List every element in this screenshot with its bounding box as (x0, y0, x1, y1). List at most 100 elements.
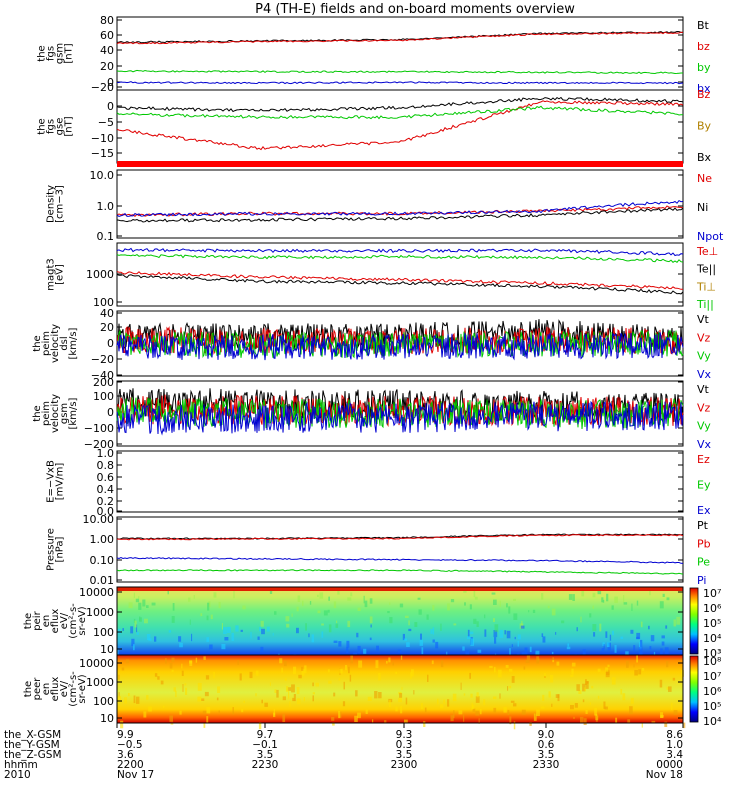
y-tick-label: 10000 (79, 586, 114, 599)
spectrogram-pixel (363, 648, 367, 654)
ephemeris-row-label: the_Y-GSM (4, 739, 60, 751)
spectrogram-pixel (206, 706, 211, 714)
spectrogram-pixel (274, 689, 277, 693)
legend-entry: Ex (697, 504, 711, 517)
spectrogram-pixel (296, 606, 299, 612)
spectrogram-pixel (188, 597, 191, 602)
panel-frame (116, 654, 684, 724)
spectrogram-pixel (460, 682, 462, 690)
legend-entry: Pi (697, 574, 706, 587)
spectrogram-pixel (339, 668, 343, 674)
spectrogram-pixel (511, 644, 513, 647)
ephemeris-value: 9.7 (257, 729, 274, 741)
spectrogram-pixel (142, 599, 146, 607)
spectrogram-pixel (484, 614, 486, 619)
spectrogram-pixel (369, 637, 372, 641)
ephemeris-row-label: 2010 (4, 769, 31, 781)
spectrogram-pixel (561, 620, 565, 624)
spectrogram-pixel (321, 631, 324, 638)
y-tick-label: 80 (100, 14, 114, 27)
y-axis-label: E=−VxB (46, 460, 57, 503)
y-tick-label: 1.0 (97, 447, 115, 460)
spectrogram-pixel (467, 629, 470, 638)
spectrogram-pixel (649, 591, 651, 596)
y-axis-label: the (37, 118, 48, 134)
spectrogram-pixel (571, 662, 576, 667)
y-axis-label: [km/s] (68, 397, 79, 429)
spectrogram-pixel (673, 619, 677, 627)
spectrogram-pixel (338, 710, 341, 719)
legend-entry: By (697, 120, 712, 133)
spectrogram-pixel (204, 691, 209, 697)
series-by (116, 69, 683, 75)
spectrogram-pixel (437, 698, 439, 705)
spectrogram-pixel (606, 642, 610, 648)
spectrogram-pixel (260, 646, 264, 652)
y-tick-label: 0 (107, 406, 114, 419)
y-tick-label: −15 (91, 147, 114, 160)
spectrogram-pixel (333, 692, 336, 697)
spectrogram-pixel (239, 673, 242, 681)
y-tick-label: 0.01 (90, 574, 115, 587)
y-tick-label: −200 (84, 438, 114, 451)
y-tick-label: −20 (91, 353, 114, 366)
series-Pi (116, 557, 684, 564)
spectrogram-pixel (660, 714, 664, 718)
legend-entry: Ez (697, 453, 710, 466)
legend-entry: Te⊥ (696, 245, 718, 258)
ephemeris-value: 3.4 (666, 749, 683, 761)
spectrogram-pixel (582, 699, 585, 703)
spectrogram-pixel (304, 665, 307, 674)
spectrogram-pixel (521, 709, 526, 715)
spectrogram-pixel (374, 691, 378, 699)
spectrogram-pixel (440, 660, 444, 668)
spectrogram-pixel (534, 712, 537, 718)
y-axis-label: eflux (50, 677, 61, 702)
spectrogram-pixel (607, 664, 610, 667)
spectrogram-pixel (286, 623, 290, 628)
spectrogram-pixel (582, 683, 586, 692)
spectrogram-pixel (375, 660, 379, 669)
spectrogram-pixel (301, 669, 305, 676)
spectrogram-pixel (321, 623, 324, 626)
spectrogram-pixel (506, 630, 511, 639)
spectrogram-pixel (615, 717, 618, 723)
spectrogram-pixel (122, 628, 124, 631)
spectrogram-pixel (162, 705, 165, 708)
spectrogram-pixel (620, 688, 623, 695)
spectrogram-pixel (524, 647, 528, 655)
y-axis-label: sr-eV) (77, 606, 88, 635)
ephemeris-value: 9.3 (396, 729, 413, 741)
colorbar-label: 10⁶ (703, 685, 722, 698)
y-axis-label: Pressure (46, 528, 57, 571)
spectrogram-pixel (131, 638, 135, 647)
series-Pe (116, 569, 684, 575)
spectrogram-pixel (231, 632, 234, 641)
spectrogram-pixel (641, 668, 645, 671)
spectrogram-pixel (509, 668, 513, 672)
y-tick-label: 40 (100, 44, 114, 57)
y-axis-label: dsl (59, 336, 70, 350)
spectrogram-pixel (121, 667, 125, 671)
spectrogram-pixel (124, 697, 127, 704)
y-axis-label: [nPa] (55, 536, 66, 562)
ephemeris-axis: the_X-GSM 9.9 9.7 9.3 9.0 8.6 the_Y-GSM −0.5 −0.… (4, 723, 684, 781)
spectrogram-top-band (117, 587, 683, 591)
spectrogram-pixel (136, 624, 138, 633)
spectrogram-pixel (508, 606, 511, 614)
y-axis-label: peir (32, 610, 43, 630)
legend-entry: Vz (697, 401, 711, 414)
spectrogram-pixel (614, 645, 617, 653)
spectrogram-pixel (499, 600, 501, 607)
spectrogram-pixel (136, 696, 140, 704)
series-Bt (116, 30, 683, 44)
spectrogram-pixel (308, 633, 310, 638)
legend-entry: Vy (697, 420, 711, 433)
spectrogram-pixel (357, 645, 361, 654)
spectrogram-pixel (541, 633, 544, 637)
y-axis-label: en (41, 615, 52, 628)
spectrogram-pixel (218, 710, 220, 713)
ephemeris-value: 1.0 (666, 739, 683, 751)
spectrogram-pixel (357, 712, 361, 719)
spectrogram-pixel (551, 703, 553, 707)
